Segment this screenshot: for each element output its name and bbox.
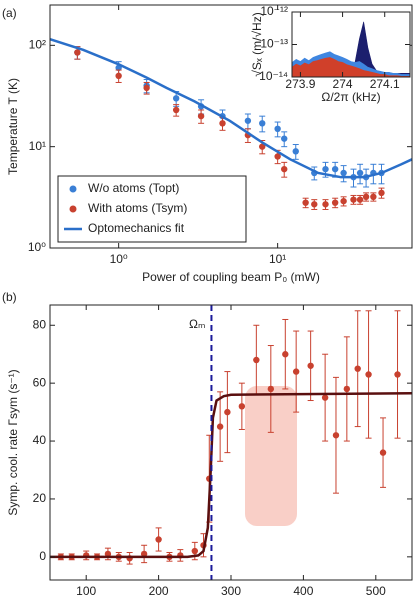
y-tick-label: 10⁻¹² [260, 4, 288, 18]
data-point [379, 449, 387, 456]
data-point [343, 385, 351, 393]
data-point [238, 403, 246, 410]
y-axis-label: Temperature T (K) [6, 78, 20, 175]
data-point [322, 201, 329, 208]
y-tick-label: 10² [29, 37, 46, 51]
data-point [340, 197, 347, 205]
data-point [365, 371, 372, 378]
x-tick-label: 400 [293, 584, 313, 598]
y-tick-label: 10⁻¹³ [260, 37, 288, 51]
data-point [282, 351, 289, 358]
data-point [331, 165, 339, 173]
data-point [322, 165, 329, 173]
data-point [394, 371, 401, 378]
y-tick-label: 10⁻¹⁴ [259, 69, 288, 83]
legend-swatch [69, 205, 77, 213]
data-point [172, 106, 180, 114]
data-point [224, 408, 231, 416]
plot-area [50, 310, 412, 565]
data-point [216, 423, 224, 430]
data-point [311, 201, 318, 208]
data-point [332, 432, 340, 439]
data-point [143, 84, 150, 92]
data-point [191, 547, 198, 555]
data-point [155, 536, 162, 543]
data-point [292, 368, 300, 375]
x-tick-label: 500 [366, 584, 386, 598]
y-axis-label: Symp. cool. rate Γsym (s⁻¹) [6, 369, 20, 515]
y-tick-label: 10⁰ [28, 240, 46, 254]
fit-line [50, 37, 412, 179]
legend-label: Optomechanics fit [88, 221, 185, 235]
data-point [362, 193, 370, 201]
data-point [253, 356, 260, 364]
axes-frame [49, 4, 413, 249]
y-axis-label: √Sₓ (m/√Hz) [250, 12, 264, 76]
data-point [321, 394, 329, 401]
data-point [274, 125, 281, 133]
y-tick-label: 20 [33, 491, 47, 505]
data-point [307, 362, 314, 369]
data-point [172, 95, 180, 102]
panel-label: (b) [2, 290, 17, 304]
data-point [378, 189, 385, 197]
y-tick-label: 40 [33, 433, 47, 447]
plot-area [50, 37, 412, 210]
data-point [140, 550, 148, 558]
data-point [356, 169, 364, 177]
data-point [354, 365, 361, 372]
x-axis-label: Power of coupling beam P₀ (mW) [142, 270, 320, 284]
data-point [292, 148, 299, 155]
plot-area [292, 21, 410, 77]
y-tick-label: 60 [33, 375, 47, 389]
spectrum-area [292, 57, 410, 77]
legend-swatch [69, 185, 77, 193]
data-point [370, 193, 377, 201]
x-tick-label: 100 [76, 584, 96, 598]
data-point [197, 112, 205, 120]
data-point [331, 199, 339, 206]
x-tick-label: 10⁰ [110, 252, 128, 266]
data-point [104, 550, 112, 558]
data-point [74, 49, 81, 56]
data-point [281, 135, 288, 142]
y-tick-label: 0 [39, 549, 46, 563]
y-tick-label: 10¹ [29, 139, 46, 153]
data-point [267, 385, 275, 393]
legend-label: W/o atoms (Topt) [88, 181, 179, 195]
data-point [259, 143, 266, 150]
y-tick-label: 80 [33, 317, 47, 331]
data-point [115, 72, 122, 80]
annotation-label: Ωₘ [189, 317, 205, 331]
data-point [350, 196, 357, 203]
x-tick-label: 274.1 [370, 77, 400, 91]
data-point [259, 120, 266, 127]
data-point [219, 120, 226, 127]
data-point [244, 117, 252, 124]
legend-box [57, 175, 247, 243]
panel-label: (a) [2, 6, 17, 20]
data-point [356, 196, 364, 203]
x-tick-label: 300 [221, 584, 241, 598]
legend-label: With atoms (Tsym) [88, 201, 187, 215]
data-point [281, 165, 288, 173]
data-point [274, 153, 281, 160]
data-point [302, 199, 309, 206]
x-tick-label: 274 [333, 77, 353, 91]
uncertainty-band [245, 386, 297, 526]
data-point [340, 169, 347, 177]
x-axis-label: Ω/2π (kHz) [321, 90, 380, 104]
x-tick-label: 273.9 [285, 77, 315, 91]
x-tick-label: 200 [149, 584, 169, 598]
x-tick-label: 10¹ [269, 252, 286, 266]
